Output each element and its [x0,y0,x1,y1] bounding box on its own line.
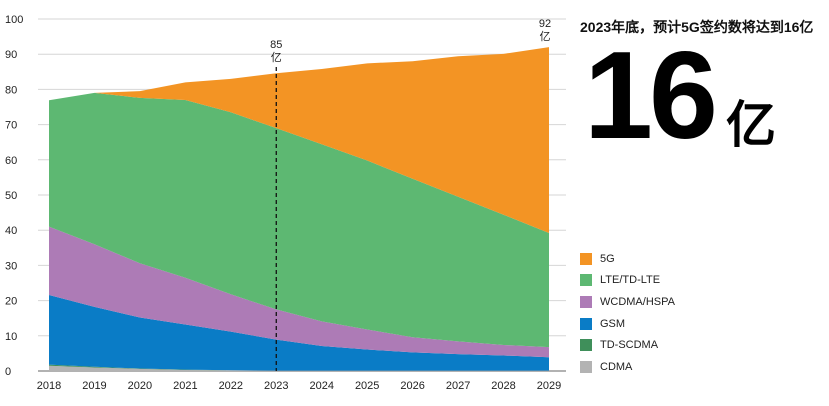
x-tick-label-2028: 2028 [491,380,515,392]
area-cdma [49,365,549,371]
annotation-2029-line-0: 92 [539,18,551,30]
annotation-2029-line-1: 亿 [540,30,551,43]
area-5g [49,47,549,234]
legend-swatch-lte-td-lte [580,274,592,287]
annotation-2023-line-0: 85 [270,39,282,51]
legend-swatch-gsm [580,317,592,330]
x-tick-label-2027: 2027 [446,380,470,392]
x-tick-label-2026: 2026 [400,380,424,392]
x-tick-label-2024: 2024 [309,380,333,392]
legend-swatch-5g [580,252,592,265]
y-tick-label-70: 70 [5,120,17,132]
y-tick-label-50: 50 [5,190,17,202]
legend-label-5g: 5G [600,252,615,265]
x-tick-label-2020: 2020 [128,380,152,392]
legend-swatch-wcdma-hspa [580,295,592,308]
annotation-2023-line-1: 亿 [271,51,282,64]
y-tick-label-100: 100 [5,14,23,26]
x-tick-label-2021: 2021 [173,380,197,392]
legend-label-gsm: GSM [600,317,626,330]
y-tick-label-10: 10 [5,331,17,343]
x-tick-label-2023: 2023 [264,380,288,392]
big-number: 16 [584,27,718,165]
legend-item-gsm: GSM [580,313,675,335]
y-tick-label-0: 0 [5,366,11,378]
y-tick-label-30: 30 [5,260,17,272]
y-tick-label-40: 40 [5,225,17,237]
x-tick-label-2029: 2029 [537,380,561,392]
legend-swatch-cdma [580,360,592,373]
x-tick-label-2018: 2018 [37,380,61,392]
legend-item-lte-td-lte: LTE/TD-LTE [580,270,675,292]
legend-label-lte-td-lte: LTE/TD-LTE [600,274,661,287]
legend: 5G LTE/TD-LTE WCDMA/HSPA GSM TD-SCDMA CDMA [580,248,675,378]
legend-item-5g: 5G [580,248,675,270]
legend-item-td-scdma: TD-SCDMA [580,334,675,356]
area-gsm [49,294,549,371]
legend-swatch-td-scdma [580,339,592,352]
y-tick-label-90: 90 [5,49,17,61]
y-tick-label-80: 80 [5,84,17,96]
y-tick-label-20: 20 [5,296,17,308]
legend-label-td-scdma: TD-SCDMA [600,339,659,352]
area-lte-td-lte [49,92,549,348]
headline: 2023年底，预计5G签约数将达到16亿 [580,19,814,35]
x-tick-label-2025: 2025 [355,380,379,392]
x-tick-label-2019: 2019 [82,380,106,392]
legend-label-wcdma-hspa: WCDMA/HSPA [600,295,675,308]
summary-panel: 2023年底，预计5G签约数将达到16亿 16 亿 5G LTE/TD-LTE WC… [578,0,829,406]
area-wcdma-hspa [49,226,549,358]
legend-label-cdma: CDMA [600,360,633,373]
big-number-unit: 亿 [726,97,776,153]
legend-item-cdma: CDMA [580,356,675,378]
y-tick-label-60: 60 [5,155,17,167]
legend-item-wcdma-hspa: WCDMA/HSPA [580,291,675,313]
stacked-area-chart: 0 10 20 30 40 50 60 70 80 90 100 2018 2019 2020 2021 20… [5,14,566,392]
x-tick-label-2022: 2022 [219,380,243,392]
